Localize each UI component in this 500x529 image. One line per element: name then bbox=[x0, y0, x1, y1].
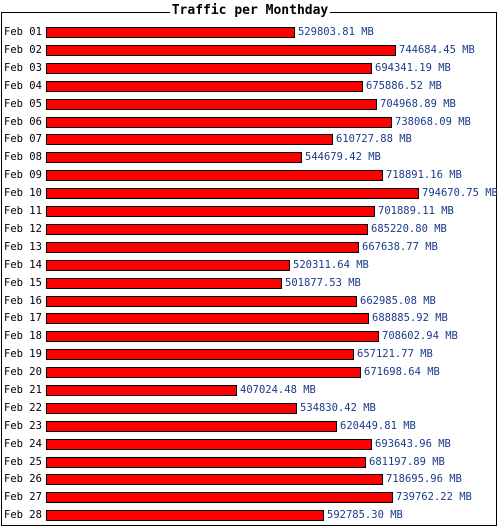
traffic-bar bbox=[46, 81, 363, 92]
day-label: Feb 17 bbox=[4, 312, 42, 324]
day-label: Feb 20 bbox=[4, 366, 42, 378]
day-label: Feb 14 bbox=[4, 259, 42, 271]
value-label: 529803.81 MB bbox=[298, 26, 374, 38]
value-label: 544679.42 MB bbox=[305, 151, 381, 163]
traffic-bar bbox=[46, 224, 368, 235]
traffic-bar bbox=[46, 188, 419, 199]
value-label: 592785.30 MB bbox=[327, 509, 403, 521]
value-label: 620449.81 MB bbox=[340, 420, 416, 432]
value-label: 675886.52 MB bbox=[366, 80, 442, 92]
traffic-bar bbox=[46, 349, 354, 360]
value-label: 708602.94 MB bbox=[382, 330, 458, 342]
day-label: Feb 25 bbox=[4, 456, 42, 468]
day-label: Feb 16 bbox=[4, 295, 42, 307]
day-label: Feb 09 bbox=[4, 169, 42, 181]
traffic-bar bbox=[46, 296, 357, 307]
traffic-bar bbox=[46, 510, 324, 521]
traffic-bar bbox=[46, 242, 359, 253]
value-label: 794670.75 MB bbox=[422, 187, 498, 199]
day-label: Feb 03 bbox=[4, 62, 42, 74]
day-label: Feb 27 bbox=[4, 491, 42, 503]
traffic-bar bbox=[46, 385, 237, 396]
value-label: 704968.89 MB bbox=[380, 98, 456, 110]
day-label: Feb 19 bbox=[4, 348, 42, 360]
day-label: Feb 08 bbox=[4, 151, 42, 163]
value-label: 693643.96 MB bbox=[375, 438, 451, 450]
day-label: Feb 22 bbox=[4, 402, 42, 414]
day-label: Feb 10 bbox=[4, 187, 42, 199]
traffic-bar bbox=[46, 421, 337, 432]
value-label: 667638.77 MB bbox=[362, 241, 438, 253]
day-label: Feb 13 bbox=[4, 241, 42, 253]
traffic-bar bbox=[46, 313, 369, 324]
value-label: 718695.96 MB bbox=[386, 473, 462, 485]
day-label: Feb 23 bbox=[4, 420, 42, 432]
value-label: 534830.42 MB bbox=[300, 402, 376, 414]
traffic-bar bbox=[46, 99, 377, 110]
chart-title: Traffic per Monthday bbox=[169, 3, 331, 18]
value-label: 501877.53 MB bbox=[285, 277, 361, 289]
value-label: 610727.88 MB bbox=[336, 133, 412, 145]
day-label: Feb 11 bbox=[4, 205, 42, 217]
value-label: 685220.80 MB bbox=[371, 223, 447, 235]
value-label: 739762.22 MB bbox=[396, 491, 472, 503]
value-label: 681197.89 MB bbox=[369, 456, 445, 468]
traffic-bar bbox=[46, 367, 361, 378]
value-label: 744684.45 MB bbox=[399, 44, 475, 56]
day-label: Feb 24 bbox=[4, 438, 42, 450]
value-label: 662985.08 MB bbox=[360, 295, 436, 307]
traffic-bar bbox=[46, 27, 295, 38]
traffic-bar bbox=[46, 439, 372, 450]
value-label: 738068.09 MB bbox=[395, 116, 471, 128]
value-label: 671698.64 MB bbox=[364, 366, 440, 378]
day-label: Feb 04 bbox=[4, 80, 42, 92]
value-label: 694341.19 MB bbox=[375, 62, 451, 74]
value-label: 688885.92 MB bbox=[372, 312, 448, 324]
day-label: Feb 28 bbox=[4, 509, 42, 521]
value-label: 407024.48 MB bbox=[240, 384, 316, 396]
traffic-bar bbox=[46, 331, 379, 342]
day-label: Feb 21 bbox=[4, 384, 42, 396]
value-label: 701889.11 MB bbox=[378, 205, 454, 217]
traffic-bar bbox=[46, 403, 297, 414]
traffic-bar bbox=[46, 492, 393, 503]
day-label: Feb 06 bbox=[4, 116, 42, 128]
value-label: 657121.77 MB bbox=[357, 348, 433, 360]
day-label: Feb 12 bbox=[4, 223, 42, 235]
value-label: 718891.16 MB bbox=[386, 169, 462, 181]
traffic-bar bbox=[46, 170, 383, 181]
day-label: Feb 15 bbox=[4, 277, 42, 289]
traffic-bar bbox=[46, 45, 396, 56]
traffic-bar bbox=[46, 206, 375, 217]
day-label: Feb 07 bbox=[4, 133, 42, 145]
value-label: 520311.64 MB bbox=[293, 259, 369, 271]
traffic-bar bbox=[46, 63, 372, 74]
traffic-bar bbox=[46, 152, 302, 163]
traffic-bar bbox=[46, 260, 290, 271]
traffic-bar bbox=[46, 117, 392, 128]
day-label: Feb 05 bbox=[4, 98, 42, 110]
day-label: Feb 26 bbox=[4, 473, 42, 485]
day-label: Feb 02 bbox=[4, 44, 42, 56]
traffic-bar bbox=[46, 457, 366, 468]
day-label: Feb 18 bbox=[4, 330, 42, 342]
traffic-bar bbox=[46, 134, 333, 145]
day-label: Feb 01 bbox=[4, 26, 42, 38]
traffic-bar bbox=[46, 474, 383, 485]
traffic-bar bbox=[46, 278, 282, 289]
